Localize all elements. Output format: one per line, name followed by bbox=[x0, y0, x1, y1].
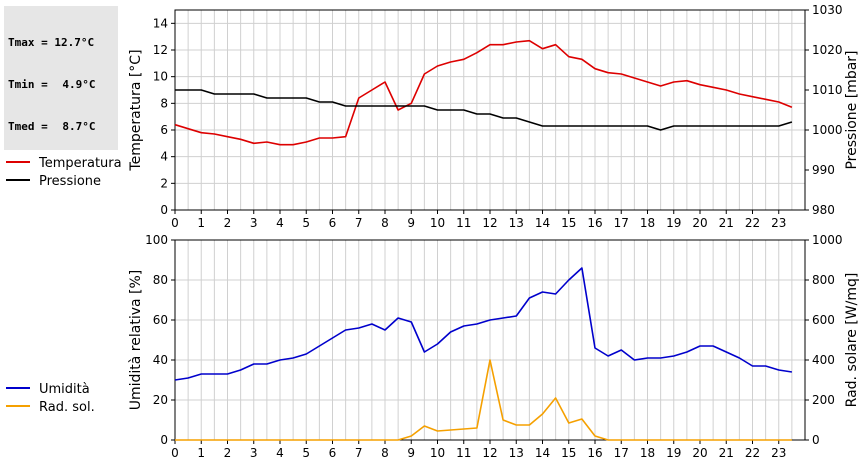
y-tick-label: 0 bbox=[160, 433, 168, 447]
y-right-tick-label: 800 bbox=[812, 273, 835, 287]
x-tick-label: 16 bbox=[587, 446, 602, 460]
x-tick-label: 12 bbox=[482, 446, 497, 460]
x-tick-label: 14 bbox=[535, 216, 550, 230]
y-right-tick-label: 1000 bbox=[812, 123, 843, 137]
y-tick-label: 12 bbox=[153, 43, 168, 57]
y-tick-label: 20 bbox=[153, 393, 168, 407]
y-right-tick-label: 400 bbox=[812, 353, 835, 367]
x-tick-label: 17 bbox=[614, 216, 629, 230]
x-tick-label: 14 bbox=[535, 446, 550, 460]
x-tick-label: 2 bbox=[224, 216, 232, 230]
y-tick-label: 60 bbox=[153, 313, 168, 327]
stats-box: Tmax = 12.7°C Tmin = 4.9°C Tmed = 8.7°C bbox=[4, 6, 118, 150]
series-line-left bbox=[174, 39, 793, 146]
x-tick-label: 20 bbox=[692, 446, 707, 460]
x-tick-label: 21 bbox=[719, 216, 734, 230]
x-tick-label: 9 bbox=[407, 216, 415, 230]
x-tick-label: 7 bbox=[355, 446, 363, 460]
x-tick-label: 4 bbox=[276, 446, 284, 460]
y-tick-label: 14 bbox=[153, 16, 168, 30]
x-tick-label: 11 bbox=[456, 446, 471, 460]
x-tick-label: 3 bbox=[250, 216, 258, 230]
x-tick-label: 21 bbox=[719, 446, 734, 460]
y-right-tick-label: 200 bbox=[812, 393, 835, 407]
y-tick-label: 6 bbox=[160, 123, 168, 137]
x-tick-label: 13 bbox=[509, 446, 524, 460]
x-tick-label: 23 bbox=[771, 216, 786, 230]
y-tick-label: 2 bbox=[160, 176, 168, 190]
y-tick-label: 8 bbox=[160, 96, 168, 110]
stat-tmed: Tmed = 8.7°C bbox=[8, 120, 96, 133]
legend-label: Rad. sol. bbox=[39, 400, 95, 415]
x-tick-label: 18 bbox=[640, 446, 655, 460]
x-tick-label: 12 bbox=[482, 216, 497, 230]
y-axis-title: Temperatura [°C] bbox=[128, 49, 144, 171]
x-tick-label: 19 bbox=[666, 446, 681, 460]
x-tick-label: 8 bbox=[381, 446, 389, 460]
y-tick-label: 100 bbox=[145, 233, 168, 247]
x-tick-label: 9 bbox=[407, 446, 415, 460]
x-tick-label: 1 bbox=[197, 216, 205, 230]
stat-tmin: Tmin = 4.9°C bbox=[8, 78, 96, 91]
x-tick-label: 7 bbox=[355, 216, 363, 230]
y-right-tick-label: 0 bbox=[812, 433, 820, 447]
y-tick-label: 0 bbox=[160, 203, 168, 217]
x-tick-label: 3 bbox=[250, 446, 258, 460]
x-tick-label: 11 bbox=[456, 216, 471, 230]
x-tick-label: 1 bbox=[197, 446, 205, 460]
y-right-tick-label: 1010 bbox=[812, 83, 843, 97]
x-tick-label: 23 bbox=[771, 446, 786, 460]
y-tick-label: 80 bbox=[153, 273, 168, 287]
x-tick-label: 22 bbox=[745, 216, 760, 230]
x-tick-label: 17 bbox=[614, 446, 629, 460]
stat-tmax: Tmax = 12.7°C bbox=[8, 36, 95, 49]
x-tick-label: 5 bbox=[302, 216, 310, 230]
legend-label: Temperatura bbox=[38, 156, 122, 171]
stat-tmax-value: 12.7°C bbox=[54, 36, 95, 49]
stat-tmed-value: 8.7°C bbox=[62, 120, 96, 133]
x-tick-label: 10 bbox=[430, 216, 445, 230]
x-tick-label: 0 bbox=[171, 216, 179, 230]
x-tick-label: 15 bbox=[561, 446, 576, 460]
y-right-tick-label: 990 bbox=[812, 163, 835, 177]
y-right-tick-label: 1020 bbox=[812, 43, 843, 57]
y-right-tick-label: 1000 bbox=[812, 233, 843, 247]
x-tick-label: 22 bbox=[745, 446, 760, 460]
y-right-axis-title: Rad. solare [W/mq] bbox=[844, 273, 860, 408]
y-right-axis-title: Pressione [mbar] bbox=[844, 50, 860, 169]
y-right-tick-label: 980 bbox=[812, 203, 835, 217]
x-tick-label: 8 bbox=[381, 216, 389, 230]
legend-label: Umidità bbox=[39, 382, 90, 397]
y-right-tick-label: 600 bbox=[812, 313, 835, 327]
x-tick-label: 10 bbox=[430, 446, 445, 460]
x-tick-label: 19 bbox=[666, 216, 681, 230]
y-axis-title: Umidità relativa [%] bbox=[128, 270, 144, 411]
y-tick-label: 4 bbox=[160, 150, 168, 164]
y-tick-label: 40 bbox=[153, 353, 168, 367]
legend-label: Pressione bbox=[39, 174, 101, 189]
series-line-right bbox=[175, 359, 792, 441]
x-tick-label: 18 bbox=[640, 216, 655, 230]
y-tick-label: 10 bbox=[153, 70, 168, 84]
x-tick-label: 6 bbox=[329, 446, 337, 460]
x-tick-label: 20 bbox=[692, 216, 707, 230]
stat-tmin-value: 4.9°C bbox=[62, 78, 96, 91]
series-line-left bbox=[174, 267, 793, 381]
series-line-right bbox=[175, 89, 793, 131]
y-right-tick-label: 1030 bbox=[812, 3, 843, 17]
x-tick-label: 2 bbox=[224, 446, 232, 460]
x-tick-label: 4 bbox=[276, 216, 284, 230]
x-tick-label: 16 bbox=[587, 216, 602, 230]
x-tick-label: 5 bbox=[302, 446, 310, 460]
x-tick-label: 13 bbox=[509, 216, 524, 230]
x-tick-label: 6 bbox=[329, 216, 337, 230]
x-tick-label: 0 bbox=[171, 446, 179, 460]
x-tick-label: 15 bbox=[561, 216, 576, 230]
